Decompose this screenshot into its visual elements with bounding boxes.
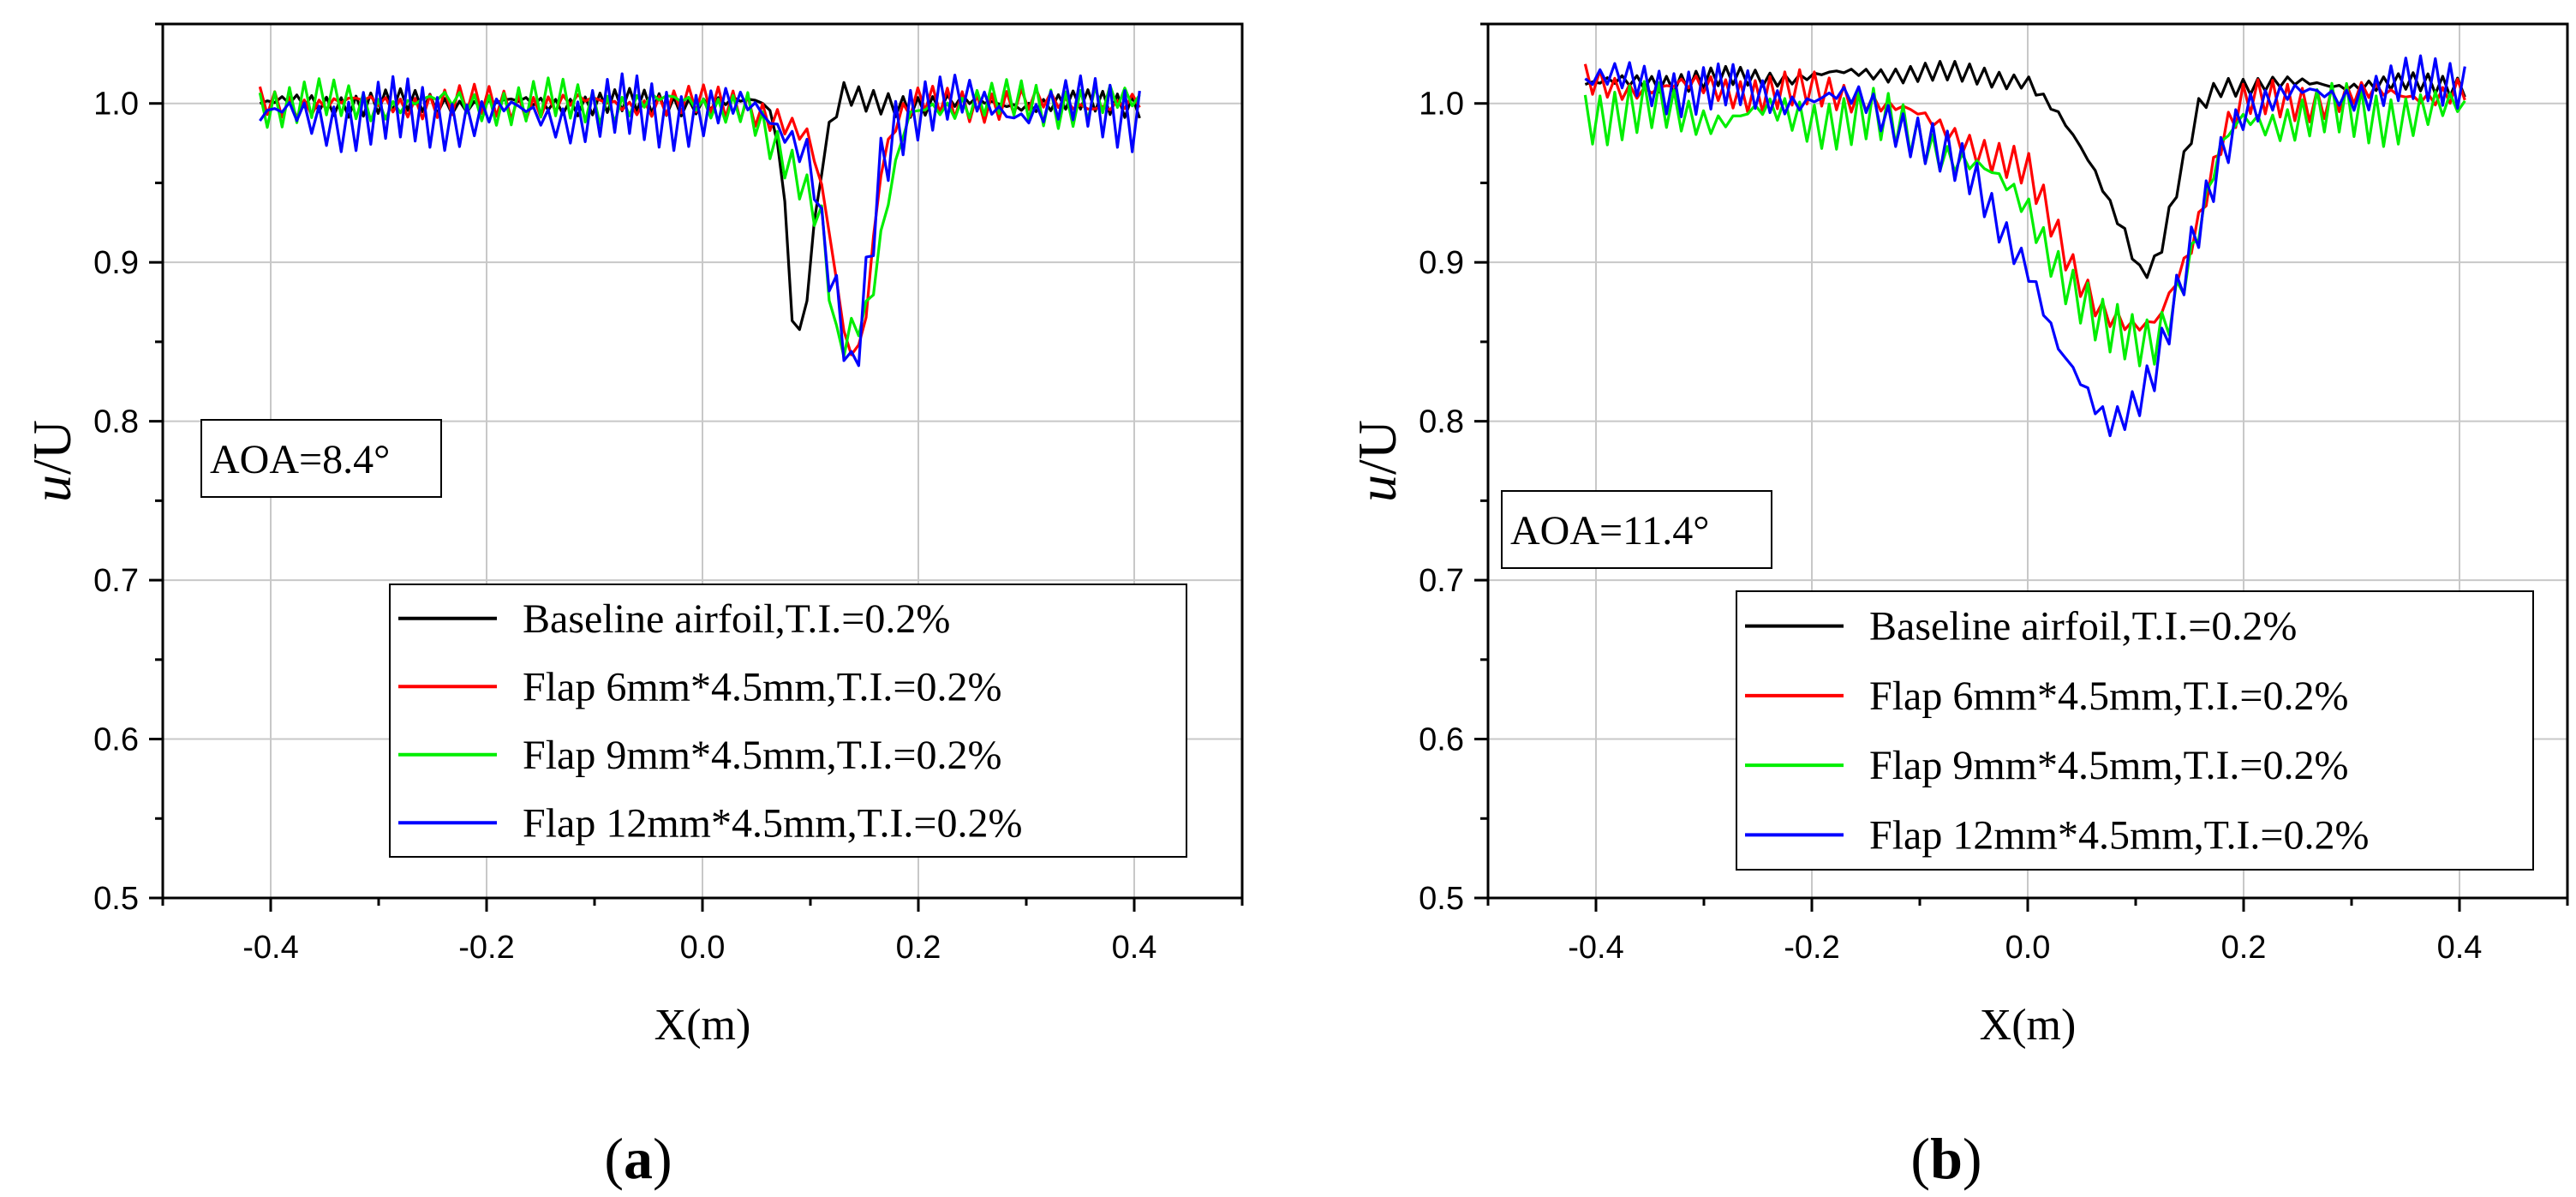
legend-label-2: Flap 6mm*4.5mm,T.I.=0.2%	[1869, 673, 2348, 719]
legend-box	[389, 584, 1187, 858]
annotation-box	[200, 419, 442, 498]
legend-label-2: Flap 6mm*4.5mm,T.I.=0.2%	[523, 664, 1001, 709]
panel-label-letter: b	[1930, 1126, 1963, 1191]
annotation-box	[1501, 490, 1772, 569]
x-tick-label: 0.4	[1112, 930, 1157, 966]
x-tick-label: 0.4	[2437, 930, 2483, 966]
panel-label-close: )	[653, 1126, 672, 1191]
panel-label-open: (	[604, 1126, 624, 1191]
x-tick-label: 0.0	[2005, 930, 2051, 966]
x-axis-label: X(m)	[654, 1001, 751, 1050]
annotation-text: AOA=11.4°	[1510, 508, 1709, 554]
y-tick-label: 0.7	[1419, 563, 1464, 599]
y-tick-label: 0.5	[1419, 881, 1464, 917]
y-tick-label: 0.6	[93, 722, 139, 758]
legend-label-1: Baseline airfoil,T.I.=0.2%	[1869, 604, 2297, 649]
legend-label-4: Flap 12mm*4.5mm,T.I.=0.2%	[523, 800, 1022, 846]
series-group	[1583, 54, 2466, 438]
y-tick-label: 0.9	[1419, 245, 1464, 281]
x-tick-label: 0.0	[680, 930, 726, 966]
panel-label-open: (	[1910, 1126, 1930, 1191]
legend-box	[1736, 590, 2534, 871]
x-tick-label: -0.2	[458, 930, 514, 966]
y-tick-label: 0.7	[93, 563, 139, 599]
y-axis-label-italic: u	[21, 475, 82, 502]
legend-label-3: Flap 9mm*4.5mm,T.I.=0.2%	[523, 733, 1001, 778]
y-tick-label: 0.8	[93, 404, 139, 440]
y-axis-label: u/U	[21, 420, 82, 502]
y-axis-label: u/U	[1347, 420, 1408, 502]
series-line-2	[258, 82, 1141, 356]
y-tick-label: 0.5	[93, 881, 139, 917]
series-line-4	[1584, 54, 2466, 438]
series-line-3	[258, 76, 1141, 358]
y-axis-label-rest: /U	[1347, 420, 1408, 475]
legend-label-1: Baseline airfoil,T.I.=0.2%	[523, 596, 950, 642]
series-group	[258, 72, 1141, 368]
panel-label: (a)	[604, 1126, 672, 1191]
series-line-3	[1583, 80, 2466, 368]
y-tick-label: 0.8	[1419, 404, 1464, 440]
x-tick-label: 0.2	[2221, 930, 2267, 966]
plot-frame	[1486, 22, 2569, 900]
plot-frame	[161, 22, 1244, 900]
y-tick-label: 0.6	[1419, 722, 1464, 758]
x-tick-label: 0.2	[896, 930, 941, 966]
x-tick-label: -0.4	[242, 930, 298, 966]
series-line-4	[259, 72, 1141, 368]
legend-label-3: Flap 9mm*4.5mm,T.I.=0.2%	[1869, 743, 2348, 788]
y-axis-label-italic: u	[1347, 475, 1408, 502]
y-tick-label: 0.9	[93, 245, 139, 281]
x-tick-label: -0.2	[1784, 930, 1839, 966]
x-tick-label: -0.4	[1568, 930, 1623, 966]
y-axis-label-rest: /U	[21, 420, 82, 475]
panel-label-close: )	[1963, 1126, 1982, 1191]
panel-label-letter: a	[624, 1126, 653, 1191]
legend-label-4: Flap 12mm*4.5mm,T.I.=0.2%	[1869, 812, 2369, 858]
chart-panel-a: -0.4 -0.2 0.0 0.2 0.4 0.5 0.6 0.7 0.8 0.9 1.0 X(m) u…	[21, 22, 1244, 1191]
chart-panel-b: -0.4 -0.2 0.0 0.2 0.4 0.5 0.6 0.7 0.8 0.9 1.0 X(m) u…	[1347, 22, 2569, 1191]
y-tick-label: 1.0	[93, 87, 139, 123]
annotation-text: AOA=8.4°	[210, 437, 390, 482]
x-axis-label: X(m)	[1980, 1001, 2077, 1050]
panel-label: (b)	[1910, 1126, 1981, 1191]
y-tick-label: 1.0	[1419, 87, 1464, 123]
series-line-1	[1584, 60, 2466, 279]
